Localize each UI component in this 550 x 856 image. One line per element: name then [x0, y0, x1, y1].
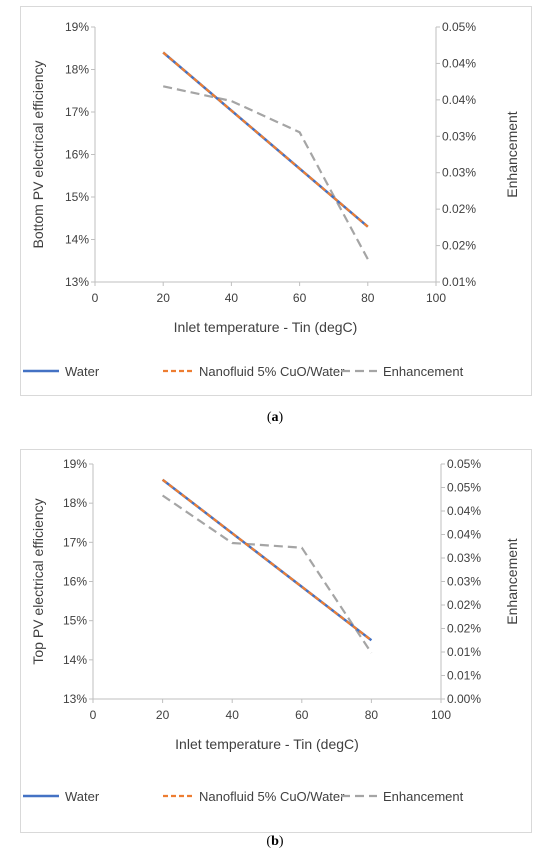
chart-panel-a: 13% 14% 15% 16% 17% 18% 19% 0.01% 0.02% 0.02% 0.03…	[20, 6, 532, 396]
y-tick-label: 14%	[65, 233, 89, 247]
y-axis-title: Top PV electrical efficiency	[30, 498, 46, 664]
y2-tick-label: 0.04%	[447, 528, 481, 542]
y2-tick-label: 0.01%	[442, 275, 476, 289]
x-tick-label: 20	[156, 708, 170, 722]
y-tick-label: 14%	[63, 653, 87, 667]
x-tick-label: 60	[295, 708, 309, 722]
y2-tick-label: 0.05%	[447, 457, 481, 471]
y-tick-label: 19%	[63, 457, 87, 471]
x-tick-label: 100	[431, 708, 451, 722]
y2-tick-label: 0.02%	[442, 239, 476, 253]
series-line-enhancement	[162, 85, 369, 260]
legend-label: Water	[65, 364, 100, 379]
y2-tick-label: 0.03%	[442, 166, 476, 180]
y2-tick-label: 0.01%	[447, 669, 481, 683]
y-tick-label: 17%	[63, 535, 87, 549]
x-tick-label: 40	[226, 708, 240, 722]
series-line-nanofluid-5-cuo-water	[162, 51, 369, 228]
series-line-nanofluid-5-cuo-water	[161, 478, 373, 642]
y-axis-title: Bottom PV electrical efficiency	[30, 60, 46, 248]
caption-a-label: a	[271, 410, 279, 425]
x-tick-label: 40	[225, 291, 239, 305]
y-tick-label: 13%	[63, 692, 87, 706]
x-axis-title: Inlet temperature - Tin (degC)	[174, 319, 358, 335]
x-tick-label: 100	[426, 291, 446, 305]
y2-tick-label: 0.04%	[442, 56, 476, 70]
y-tick-label: 16%	[63, 575, 87, 589]
y2-tick-label: 0.05%	[442, 20, 476, 34]
x-tick-label: 0	[92, 291, 99, 305]
y2-axis-title: Enhancement	[504, 111, 520, 198]
legend-label: Water	[65, 789, 100, 804]
y-tick-label: 16%	[65, 148, 89, 162]
y2-tick-label: 0.03%	[447, 551, 481, 565]
y-tick-label: 15%	[63, 614, 87, 628]
series-line-enhancement	[161, 494, 373, 654]
x-tick-label: 60	[293, 291, 307, 305]
legend-label: Enhancement	[383, 364, 464, 379]
y2-tick-label: 0.02%	[447, 622, 481, 636]
x-tick-label: 80	[361, 291, 375, 305]
y-tick-label: 17%	[65, 105, 89, 119]
y2-tick-label: 0.04%	[442, 93, 476, 107]
chart-a-svg: 13% 14% 15% 16% 17% 18% 19% 0.01% 0.02% 0.02% 0.03…	[23, 20, 520, 379]
legend-label: Enhancement	[383, 789, 464, 804]
caption-b-label: b	[271, 834, 279, 849]
y2-tick-label: 0.02%	[442, 202, 476, 216]
y-tick-label: 18%	[65, 63, 89, 77]
caption-a: (a)	[266, 410, 284, 425]
x-tick-label: 0	[90, 708, 97, 722]
legend-label: Nanofluid 5% CuO/Water	[199, 789, 345, 804]
y-tick-label: 15%	[65, 190, 89, 204]
y-tick-label: 18%	[63, 496, 87, 510]
y2-axis-title: Enhancement	[504, 538, 520, 625]
legend-label: Nanofluid 5% CuO/Water	[199, 364, 345, 379]
y-tick-label: 19%	[65, 20, 89, 34]
chart-b-svg: 13% 14% 15% 16% 17% 18% 19% 0.00% 0.01% 0.01% 0.02…	[23, 457, 520, 804]
caption-b: (b)	[266, 834, 284, 849]
y2-tick-label: 0.02%	[447, 598, 481, 612]
y2-tick-label: 0.01%	[447, 645, 481, 659]
y2-tick-label: 0.03%	[442, 129, 476, 143]
x-axis-title: Inlet temperature - Tin (degC)	[175, 736, 359, 752]
y2-tick-label: 0.00%	[447, 692, 481, 706]
chart-panel-b: 13% 14% 15% 16% 17% 18% 19% 0.00% 0.01% 0.01% 0.02…	[20, 449, 532, 833]
y2-tick-label: 0.05%	[447, 481, 481, 495]
y2-tick-label: 0.04%	[447, 504, 481, 518]
y-tick-label: 13%	[65, 275, 89, 289]
x-tick-label: 80	[365, 708, 379, 722]
y2-tick-label: 0.03%	[447, 575, 481, 589]
x-tick-label: 20	[157, 291, 171, 305]
